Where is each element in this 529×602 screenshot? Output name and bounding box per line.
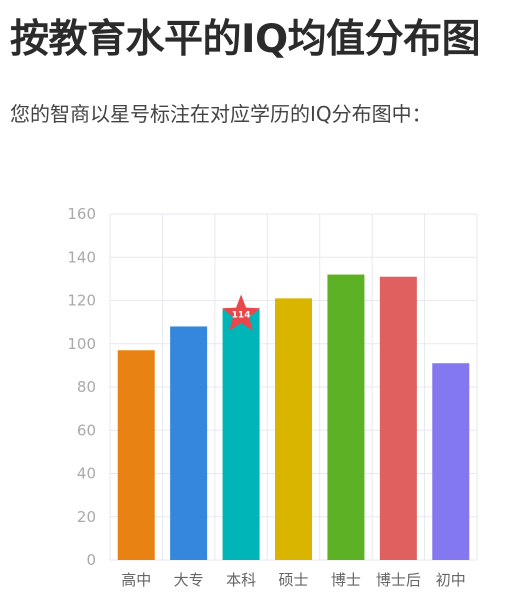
y-tick-label: 160 (67, 205, 96, 223)
bar-6[interactable] (379, 276, 417, 560)
y-tick-label: 40 (77, 465, 96, 483)
x-category-label: 博士后 (376, 571, 421, 589)
user-iq-value-label: 114 (232, 310, 251, 320)
bar-7[interactable] (432, 363, 470, 560)
y-tick-label: 120 (67, 292, 96, 310)
y-tick-label: 60 (77, 421, 96, 439)
bar-3[interactable] (222, 309, 260, 560)
y-tick-label: 20 (77, 508, 96, 526)
y-tick-label: 80 (77, 378, 96, 396)
page-title: 按教育水平的IQ均值分布图 (10, 17, 481, 62)
y-tick-label: 140 (67, 248, 96, 266)
bar-5[interactable] (327, 274, 365, 560)
y-tick-label: 100 (67, 335, 96, 353)
x-axis: 高中 大专 本科 硕士 博士 博士后 初中 (121, 571, 466, 589)
x-category-label: 大专 (174, 571, 204, 589)
bar-1[interactable] (117, 350, 155, 560)
x-category-label: 硕士 (278, 571, 308, 589)
user-iq-marker: 114 (222, 294, 261, 331)
y-axis: 0 20 40 60 80 100 120 140 160 (67, 205, 96, 569)
bar-2[interactable] (170, 326, 208, 560)
x-category-label: 高中 (121, 571, 151, 589)
x-category-label: 本科 (226, 571, 256, 589)
x-category-label: 初中 (436, 571, 466, 589)
x-category-label: 博士 (331, 571, 361, 589)
bar-series (117, 274, 470, 560)
page-subtitle: 您的智商以星号标注在对应学历的IQ分布图中： (10, 102, 432, 126)
user-iq-star-icon[interactable] (222, 294, 261, 331)
y-tick-label: 0 (86, 551, 96, 569)
bar-4[interactable] (275, 298, 312, 560)
